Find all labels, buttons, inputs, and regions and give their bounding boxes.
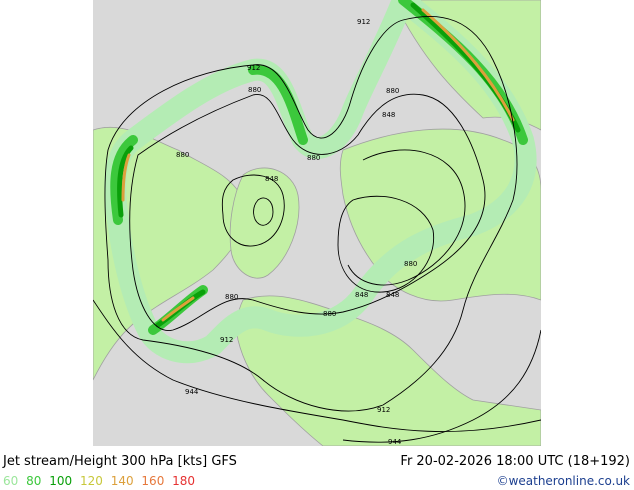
contour-label: 880 — [248, 86, 261, 94]
credit-link[interactable]: ©weatheronline.co.uk — [496, 474, 630, 488]
contour-label: 944 — [388, 438, 402, 446]
contour-label: 848 — [265, 175, 278, 183]
jet-core — [121, 8, 515, 322]
contour-label: 912 — [357, 18, 370, 26]
map-footer: Jet stream/Height 300 hPa [kts] GFS Fr 2… — [0, 446, 634, 490]
contour-label: 848 — [355, 291, 368, 299]
map-canvas: 912 912 880 880 848 880 880 848 880 848 … — [93, 0, 541, 446]
contour-label: 880 — [225, 293, 238, 301]
contour-labels: 912 912 880 880 848 880 880 848 880 848 … — [176, 18, 417, 446]
contour-944-outer — [93, 299, 541, 432]
contour-944-inner — [342, 329, 541, 443]
legend-item: 120 — [79, 474, 103, 488]
weather-map: 912 912 880 880 848 880 880 848 880 848 … — [93, 0, 541, 446]
contour-label: 880 — [323, 310, 336, 318]
contour-label: 880 — [176, 151, 189, 159]
jet-stream — [104, 0, 537, 364]
legend-item: 80 — [26, 474, 42, 488]
legend-item: 140 — [110, 474, 134, 488]
wind-speed-legend: 60 80 100 120 140 160 180 — [3, 474, 199, 488]
legend-item: 100 — [49, 474, 73, 488]
contour-848-right — [337, 195, 435, 293]
contour-label: 880 — [404, 260, 417, 268]
contour-label: 848 — [382, 111, 395, 119]
contour-label: 912 — [377, 406, 390, 414]
legend-item: 180 — [172, 474, 196, 488]
contour-880-main — [129, 93, 486, 331]
contour-880-right — [347, 149, 466, 286]
contour-912-outer — [104, 16, 518, 412]
contour-848-left — [221, 174, 285, 247]
legend-item: 160 — [141, 474, 165, 488]
contour-label: 848 — [386, 291, 399, 299]
contour-label: 880 — [386, 87, 399, 95]
valid-time: Fr 20-02-2026 18:00 UTC (18+192) — [400, 454, 630, 469]
contour-label: 912 — [247, 64, 260, 72]
contour-label: 880 — [307, 154, 320, 162]
legend-item: 60 — [3, 474, 19, 488]
contour-848-inner — [253, 197, 274, 226]
contour-label: 944 — [185, 388, 199, 396]
contour-label: 912 — [220, 336, 233, 344]
land-greenland — [229, 167, 300, 279]
height-contours — [93, 16, 541, 443]
chart-title: Jet stream/Height 300 hPa [kts] GFS — [3, 454, 237, 469]
